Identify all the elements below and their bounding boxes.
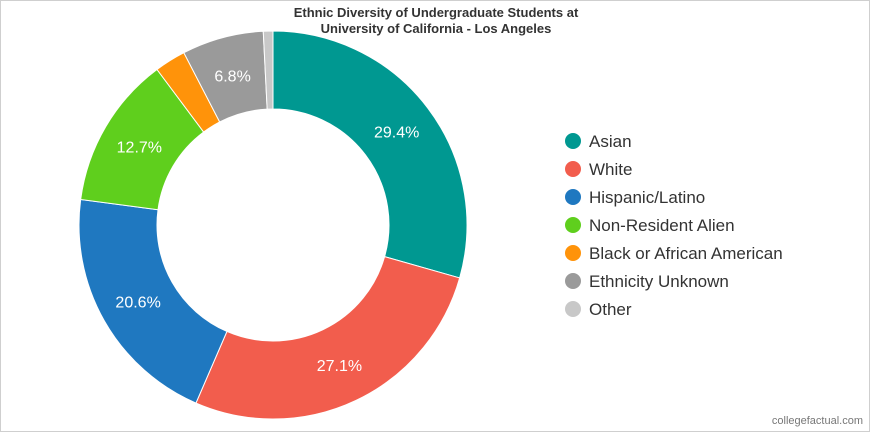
legend-marker	[565, 161, 581, 177]
legend-item-white[interactable]: White	[565, 160, 632, 179]
slice-label-hispanic-latino: 20.6%	[115, 294, 160, 311]
legend-label: White	[589, 160, 632, 179]
legend-label: Other	[589, 300, 632, 319]
legend-item-hispanic-latino[interactable]: Hispanic/Latino	[565, 188, 705, 207]
slice-label-ethnicity-unknown: 6.8%	[214, 68, 250, 85]
slice-hispanic-latino[interactable]	[78, 198, 228, 404]
slice-other[interactable]	[262, 30, 274, 110]
legend-label: Non-Resident Alien	[589, 216, 735, 235]
legend-marker	[565, 217, 581, 233]
donut-slices	[78, 30, 468, 420]
legend-marker	[565, 189, 581, 205]
legend: Asian White Hispanic/Latino Non-Resident Al…	[565, 132, 783, 319]
legend-item-other[interactable]: Other	[565, 300, 632, 319]
legend-marker	[565, 301, 581, 317]
legend-marker	[565, 133, 581, 149]
legend-label: Black or African American	[589, 244, 783, 263]
legend-label: Asian	[589, 132, 632, 151]
chart-title-line-1: Ethnic Diversity of Undergraduate Studen…	[294, 5, 579, 20]
slice-asian[interactable]	[272, 30, 468, 279]
legend-label: Ethnicity Unknown	[589, 272, 729, 291]
legend-item-non-resident-alien[interactable]: Non-Resident Alien	[565, 216, 735, 235]
legend-item-asian[interactable]: Asian	[565, 132, 632, 151]
slice-white[interactable]	[195, 256, 461, 420]
slice-labels: 29.4% 27.1% 20.6% 12.7% 6.8%	[115, 68, 419, 375]
legend-label: Hispanic/Latino	[589, 188, 705, 207]
slice-label-white: 27.1%	[317, 358, 362, 375]
slice-label-non-resident-alien: 12.7%	[117, 140, 162, 157]
legend-item-black-or-african-american[interactable]: Black or African American	[565, 244, 783, 263]
watermark: collegefactual.com	[771, 415, 863, 427]
legend-marker	[565, 245, 581, 261]
legend-marker	[565, 273, 581, 289]
chart-title-line-2: University of California - Los Angeles	[321, 21, 552, 36]
slice-label-asian: 29.4%	[374, 125, 419, 142]
legend-item-ethnicity-unknown[interactable]: Ethnicity Unknown	[565, 272, 729, 291]
